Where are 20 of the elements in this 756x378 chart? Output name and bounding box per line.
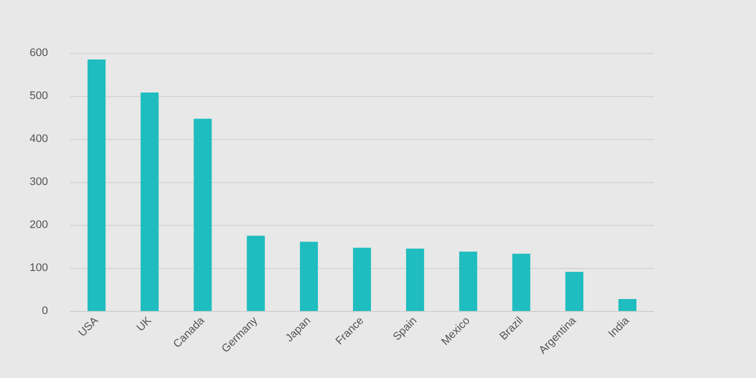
y-tick-label: 300 [30,176,48,188]
bar [300,242,318,311]
bar [140,92,159,311]
bar [459,252,478,311]
y-tick-label: 200 [30,219,48,231]
y-tick-label: 500 [30,90,48,102]
bar [194,118,212,311]
bar [406,248,424,311]
x-tick-label: UK [134,314,154,334]
bar [88,59,106,311]
y-tick-label: 100 [30,262,48,274]
y-tick-label: 600 [30,47,48,59]
bar [512,254,530,311]
x-tick-label: USA [76,314,102,340]
bar [565,272,584,311]
bar [353,248,371,311]
y-tick-label: 0 [42,305,48,317]
y-tick-label: 400 [30,133,48,145]
bar [246,236,265,311]
bar [618,298,636,311]
